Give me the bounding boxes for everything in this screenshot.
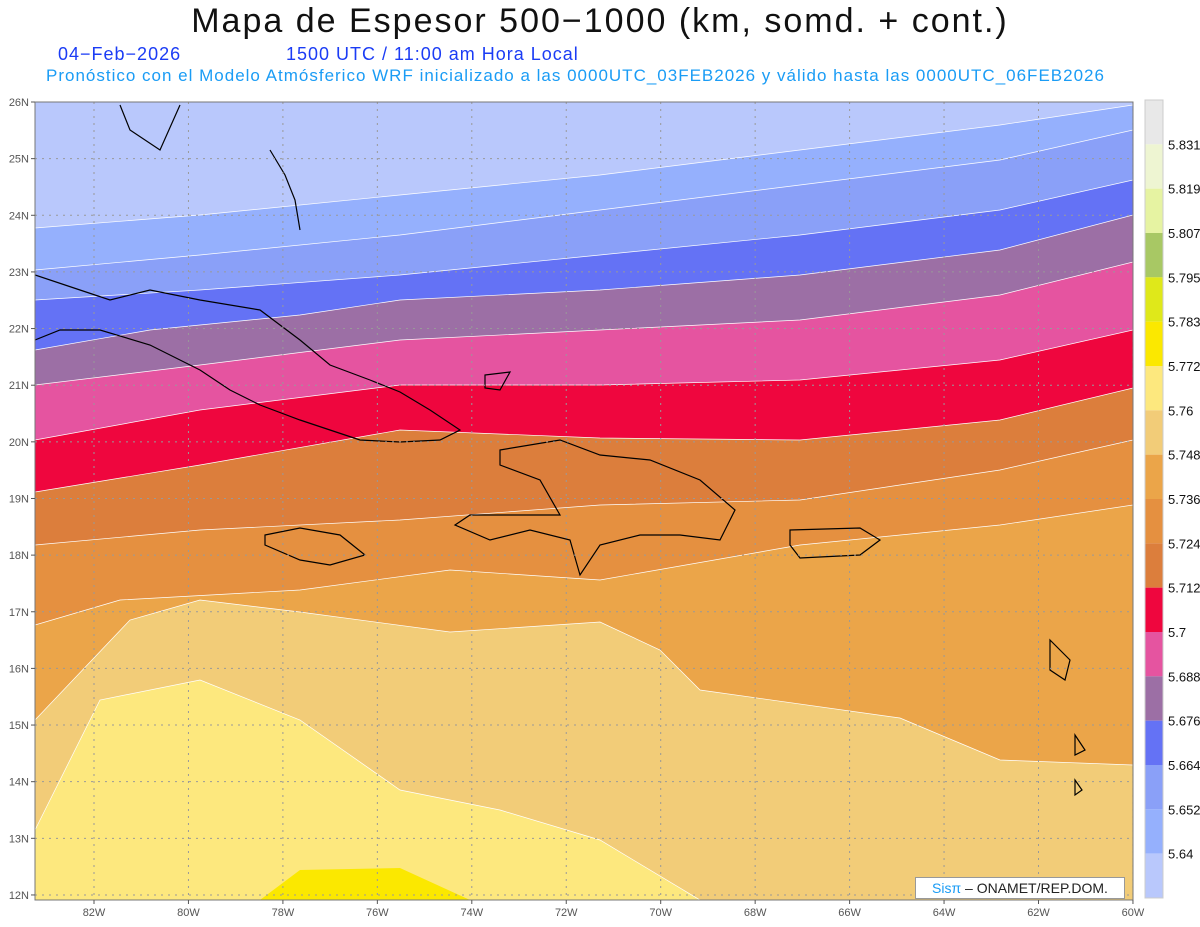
colorbar-swatch xyxy=(1145,277,1163,322)
band-5.783 xyxy=(260,868,470,900)
lon-label: 76W xyxy=(366,907,389,919)
lat-label: 19N xyxy=(9,493,29,505)
colorbar-swatch xyxy=(1145,499,1163,544)
lat-label: 24N xyxy=(9,210,29,222)
colorbar-label: 5.783 xyxy=(1168,315,1200,330)
lat-label: 22N xyxy=(9,324,29,336)
colorbar-swatch xyxy=(1145,720,1163,765)
colorbar-label: 5.772 xyxy=(1168,359,1200,374)
sispi-logo: Sisπ xyxy=(932,880,962,896)
colorbar-swatch xyxy=(1145,144,1163,189)
lat-label: 14N xyxy=(9,777,29,789)
colorbar-swatch xyxy=(1145,321,1163,366)
credit-box: Sisπ – ONAMET/REP.DOM. xyxy=(915,877,1125,899)
lon-label: 64W xyxy=(933,907,956,919)
lon-label: 72W xyxy=(555,907,578,919)
colorbar-label: 5.736 xyxy=(1168,492,1200,507)
colorbar-swatch xyxy=(1145,100,1163,145)
lat-label: 17N xyxy=(9,607,29,619)
colorbar-swatch xyxy=(1145,366,1163,411)
lat-label: 16N xyxy=(9,663,29,675)
lon-label: 60W xyxy=(1122,907,1145,919)
contour-fill xyxy=(35,102,1133,900)
model-subtitle: Pronóstico con el Modelo Atmósferico WRF… xyxy=(46,66,1105,85)
colorbar-swatch xyxy=(1145,676,1163,721)
coastlines xyxy=(35,104,1086,797)
colorbar-swatch xyxy=(1145,188,1163,233)
colorbar-swatch xyxy=(1145,543,1163,588)
colorbar-label: 5.688 xyxy=(1168,669,1200,684)
lon-label: 66W xyxy=(838,907,861,919)
lat-label: 15N xyxy=(9,720,29,732)
lat-label: 20N xyxy=(9,437,29,449)
colorbar-label: 5.64 xyxy=(1168,847,1193,862)
colorbar-swatch xyxy=(1145,233,1163,278)
lon-label: 70W xyxy=(649,907,672,919)
colorbar-swatch xyxy=(1145,410,1163,455)
colorbar-swatch xyxy=(1145,765,1163,810)
lon-label: 78W xyxy=(272,907,295,919)
colorbar-label: 5.676 xyxy=(1168,714,1200,729)
band-5.772 xyxy=(35,679,701,900)
map-title: Mapa de Espesor 500−1000 (km, somd. + co… xyxy=(191,2,1009,40)
colorbar: 5.831 5.819 5.807 5.795 5.783 5.772 5.76 5.748 5… xyxy=(1144,99,1200,899)
lat-label: 12N xyxy=(9,890,29,902)
colorbar-swatch xyxy=(1145,632,1163,677)
colorbar-label: 5.724 xyxy=(1168,536,1200,551)
colorbar-swatch xyxy=(1145,587,1163,632)
colorbar-label: 5.748 xyxy=(1168,448,1200,463)
colorbar-label: 5.664 xyxy=(1168,758,1200,773)
colorbar-swatch xyxy=(1145,853,1163,898)
forecast-time: 1500 UTC / 11:00 am Hora Local xyxy=(286,44,579,64)
colorbar-label: 5.807 xyxy=(1168,226,1200,241)
lat-label: 21N xyxy=(9,380,29,392)
colorbar-label: 5.712 xyxy=(1168,581,1200,596)
colorbar-label: 5.831 xyxy=(1168,137,1200,152)
colorbar-label: 5.652 xyxy=(1168,802,1200,817)
colorbar-label: 5.7 xyxy=(1168,625,1186,640)
lat-label: 18N xyxy=(9,550,29,562)
colorbar-border xyxy=(1144,99,1164,899)
colorbar-swatch xyxy=(1145,454,1163,499)
lon-label: 80W xyxy=(177,907,200,919)
lon-label: 82W xyxy=(83,907,106,919)
lat-label: 25N xyxy=(9,154,29,166)
lon-label: 74W xyxy=(460,907,483,919)
credit-text: – ONAMET/REP.DOM. xyxy=(961,880,1108,896)
grid-lines xyxy=(35,102,1133,900)
lat-label: 26N xyxy=(9,97,29,109)
colorbar-label: 5.795 xyxy=(1168,270,1200,285)
lon-label: 62W xyxy=(1027,907,1050,919)
colorbar-label: 5.819 xyxy=(1168,182,1200,197)
axes: 26N 25N 24N 23N 22N 21N 20N 19N 18N 17N 16N 15N 14N 1… xyxy=(9,97,1145,919)
lat-label: 23N xyxy=(9,267,29,279)
lon-label: 68W xyxy=(744,907,767,919)
forecast-date: 04−Feb−2026 xyxy=(58,44,182,64)
colorbar-swatch xyxy=(1145,809,1163,854)
colorbar-label: 5.76 xyxy=(1168,403,1193,418)
lat-label: 13N xyxy=(9,833,29,845)
